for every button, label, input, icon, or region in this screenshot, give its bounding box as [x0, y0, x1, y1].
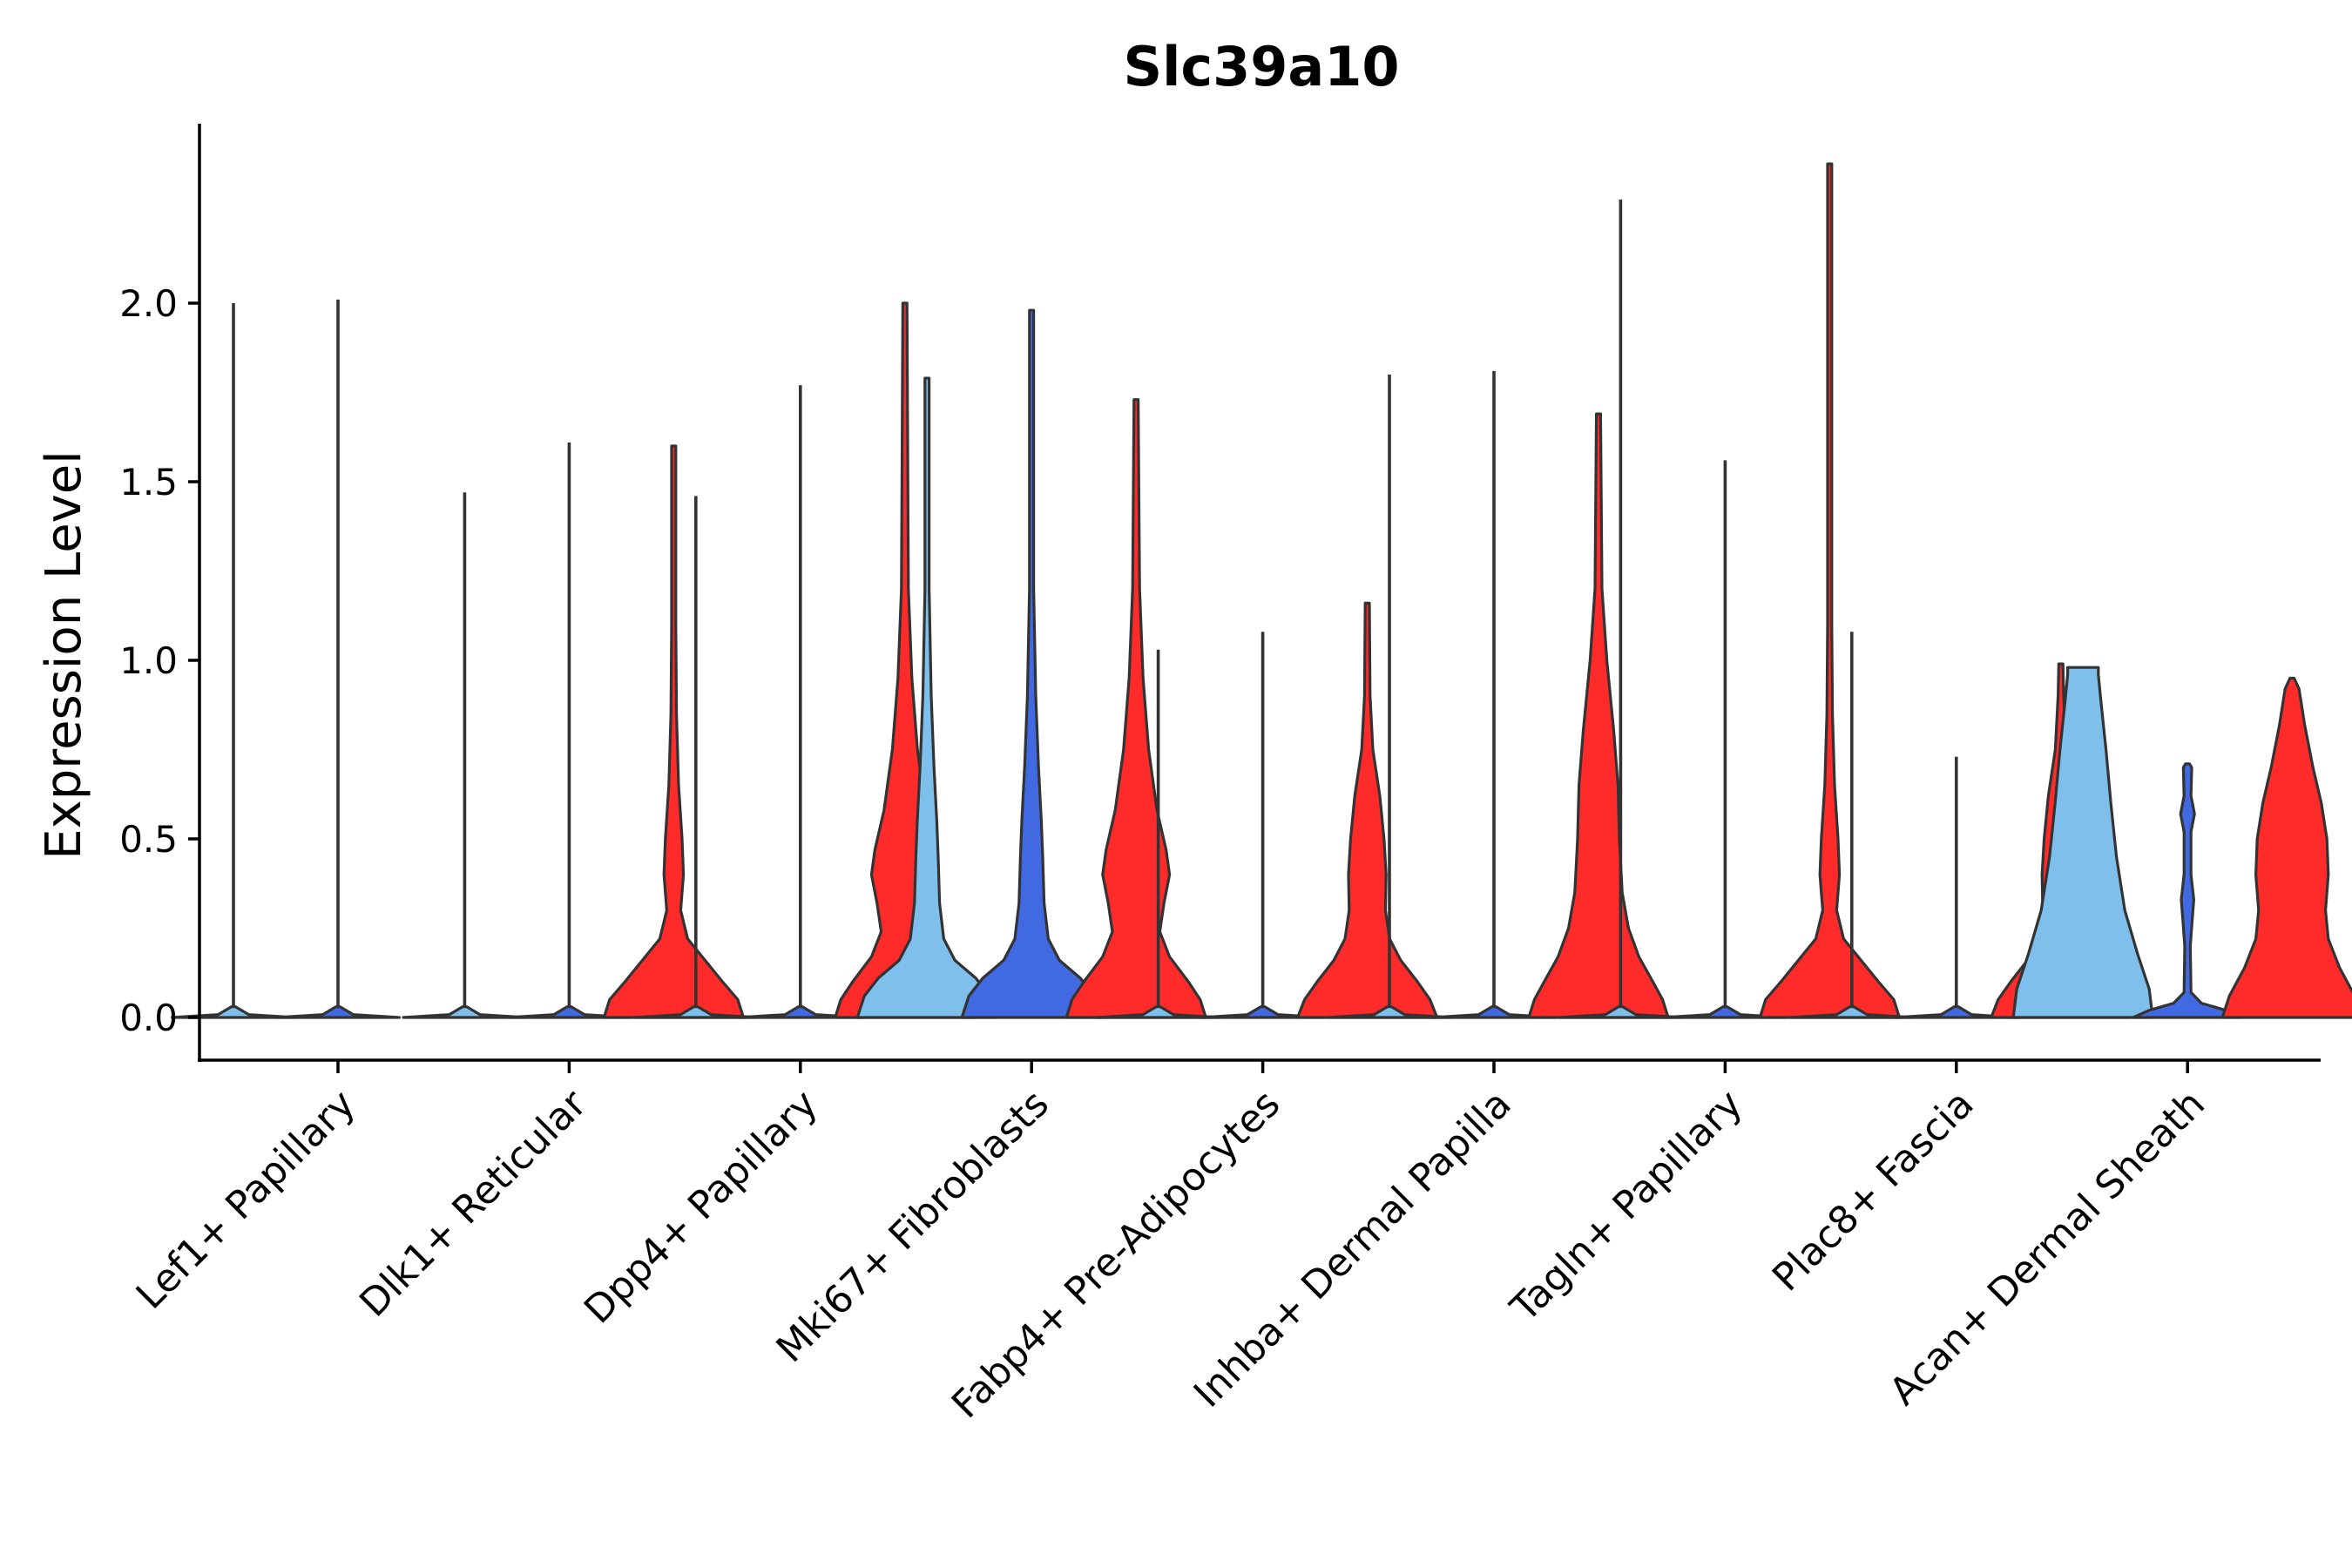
x-tick-label: Dlk1+ Reticular: [351, 1081, 596, 1326]
chart-title: Slc39a10: [1123, 35, 1399, 98]
violin-group: [1095, 601, 1439, 1019]
y-tick-label: 2.0: [119, 282, 178, 325]
violin-blue: [275, 1005, 401, 1019]
violin-group: [171, 299, 401, 1019]
violin-red: [834, 301, 977, 1019]
violin-red: [1296, 601, 1439, 1019]
violin-group: [2011, 666, 2352, 1019]
violin-red: [1758, 162, 1901, 1019]
violin-group: [402, 442, 745, 1019]
violin-blue: [960, 308, 1103, 1019]
violin-group: [855, 308, 1207, 1019]
violin-light-blue: [171, 1005, 296, 1019]
violin-light-blue: [2011, 666, 2154, 1019]
y-axis-label: Expression Level: [36, 450, 92, 860]
x-tick-label: Plac8+ Fascia: [1764, 1082, 1983, 1301]
violin-red: [1527, 412, 1670, 1019]
violin-red: [1064, 398, 1207, 1019]
x-tick-label: Lef1+ Papillary: [128, 1082, 364, 1318]
plot-area: [171, 162, 2352, 1019]
violin-light-blue: [855, 376, 998, 1019]
y-tick-label: 1.5: [119, 461, 178, 504]
y-axis-ticks: 0.0 0.5 1.0 1.5 2.0: [119, 282, 199, 1039]
violin-light-blue: [402, 1005, 528, 1019]
violin-blue: [2132, 762, 2244, 1019]
violin-red: [2220, 676, 2352, 1019]
x-tick-label: Tagln+ Papillary: [1502, 1082, 1751, 1331]
violin-group: [1327, 370, 1670, 1019]
violin-group: [1558, 162, 1901, 1019]
x-tick-label: Dpp4+ Papillary: [576, 1082, 827, 1333]
y-tick-label: 0.0: [119, 997, 178, 1039]
violin-red: [602, 444, 745, 1019]
y-tick-label: 0.5: [119, 818, 178, 861]
y-tick-label: 1.0: [119, 639, 178, 682]
